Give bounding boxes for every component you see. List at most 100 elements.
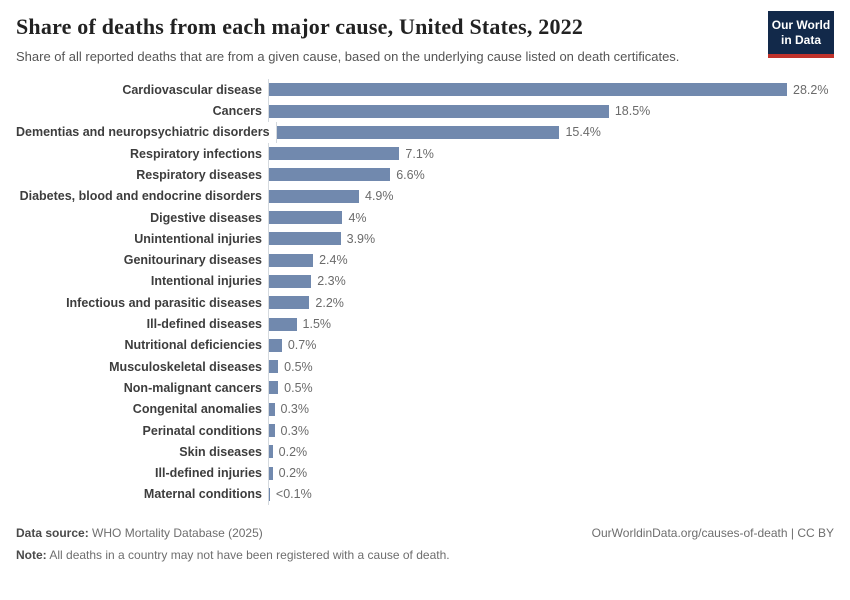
category-label: Musculoskeletal diseases [109, 359, 262, 374]
bar [269, 360, 279, 374]
value-label: <0.1% [275, 487, 312, 502]
bar [269, 381, 279, 395]
category-label: Cardiovascular disease [122, 82, 262, 97]
header: Share of deaths from each major cause, U… [16, 10, 834, 67]
chart-row: Perinatal conditions 0.3% [16, 419, 834, 442]
chart-row: Genitourinary diseases 2.4% [16, 249, 834, 271]
chart-row: Nutritional deficiencies 0.7% [16, 334, 834, 356]
value-label: 7.1% [405, 146, 434, 161]
bar-cell: 0.7% [268, 334, 834, 356]
category-label: Maternal conditions [143, 487, 262, 502]
category-label: Intentional injuries [150, 274, 262, 289]
value-label: 0.3% [280, 402, 310, 417]
bar-cell: 2.3% [268, 270, 834, 293]
owid-logo-line2: in Data [780, 33, 821, 47]
bar [269, 83, 787, 97]
bar-cell: 2.2% [268, 292, 834, 314]
bar [269, 466, 273, 480]
chart-row: Unintentional injuries 3.9% [16, 228, 834, 250]
bar-cell: 0.5% [268, 356, 834, 378]
value-label: 2.3% [317, 274, 346, 289]
value-label: 2.2% [315, 295, 344, 310]
category-label: Cancers [212, 104, 262, 119]
data-source-line: Data source: WHO Mortality Database (202… [16, 522, 450, 544]
bar [269, 168, 391, 182]
chart-row: Non-malignant cancers 0.5% [16, 377, 834, 399]
bar [269, 445, 273, 459]
note-line: Note: All deaths in a country may not ha… [16, 544, 450, 566]
bar-cell: 4% [268, 206, 834, 229]
bar [269, 211, 343, 225]
value-label: 18.5% [614, 104, 651, 119]
bar-cell: 0.2% [268, 462, 834, 484]
footer-left: Data source: WHO Mortality Database (202… [16, 522, 450, 566]
value-label: 4.9% [365, 189, 394, 204]
bar-cell: 1.5% [268, 313, 834, 335]
value-label: 6.6% [396, 167, 425, 182]
value-label: 28.2% [793, 82, 829, 97]
bar-cell: 28.2% [268, 79, 834, 101]
category-label: Nutritional deficiencies [124, 338, 262, 353]
bar [269, 147, 400, 161]
bar-cell: 2.4% [268, 249, 834, 271]
value-label: 2.4% [319, 253, 348, 268]
chart-row: Respiratory infections 7.1% [16, 143, 834, 165]
bar [269, 189, 359, 203]
bar-cell: 3.9% [268, 228, 834, 250]
bar-cell: 7.1% [268, 143, 834, 165]
category-label: Unintentional injuries [134, 231, 262, 246]
chart-subtitle: Share of all reported deaths that are fr… [16, 49, 680, 64]
chart-row: Intentional injuries 2.3% [16, 270, 834, 293]
category-label: Dementias and neuropsychiatric disorders [16, 125, 270, 140]
value-label: 0.5% [284, 359, 313, 374]
bar-cell: 0.3% [268, 398, 834, 420]
footer: Data source: WHO Mortality Database (202… [16, 522, 834, 566]
category-label: Skin diseases [179, 444, 262, 459]
owid-logo: Our World in Data [768, 11, 834, 58]
category-label: Respiratory diseases [136, 167, 262, 182]
bar-cell: 0.3% [268, 419, 834, 442]
chart-title: Share of deaths from each major cause, U… [16, 14, 584, 39]
bar [269, 317, 297, 331]
bar [276, 125, 560, 139]
bar [269, 338, 282, 352]
bar [269, 296, 310, 310]
value-label: 0.5% [284, 380, 313, 395]
chart-row: Respiratory diseases 6.6% [16, 164, 834, 186]
bar-chart: Cardiovascular disease 28.2% Cancers 18.5% D… [16, 79, 834, 506]
bar [269, 487, 270, 501]
credit-link[interactable]: OurWorldinData.org/causes-of-death | CC … [591, 526, 834, 541]
chart-row: Musculoskeletal diseases 0.5% [16, 356, 834, 378]
value-label: 4% [348, 210, 367, 225]
chart-row: Dementias and neuropsychiatric disorders… [16, 121, 834, 144]
bar-cell: 4.9% [268, 185, 834, 207]
bar [269, 424, 275, 438]
bar-cell: <0.1% [268, 483, 834, 506]
value-label: 0.2% [278, 466, 308, 481]
chart-row: Cardiovascular disease 28.2% [16, 79, 834, 101]
chart-row: Cancers 18.5% [16, 100, 834, 122]
category-label: Digestive diseases [150, 210, 262, 225]
data-source-label: Data source: [16, 526, 89, 541]
chart-row: Digestive diseases 4% [16, 206, 834, 229]
category-label: Infectious and parasitic diseases [66, 295, 262, 310]
category-label: Respiratory infections [130, 146, 262, 161]
chart-row: Congenital anomalies 0.3% [16, 398, 834, 420]
category-label: Non-malignant cancers [123, 380, 262, 395]
chart-row: Skin diseases 0.2% [16, 441, 834, 463]
value-label: 3.9% [346, 231, 376, 246]
value-label: 1.5% [302, 317, 332, 332]
category-label: Genitourinary diseases [123, 253, 262, 268]
category-label: Ill-defined injuries [155, 466, 262, 481]
bar-cell: 18.5% [268, 100, 834, 122]
bar [269, 253, 314, 267]
chart-row: Ill-defined injuries 0.2% [16, 462, 834, 484]
category-label: Perinatal conditions [142, 423, 262, 438]
bar-cell: 15.4% [275, 121, 834, 144]
header-text: Share of deaths from each major cause, U… [16, 10, 768, 67]
category-label: Diabetes, blood and endocrine disorders [19, 189, 262, 204]
data-source-text: WHO Mortality Database (2025) [88, 526, 263, 541]
category-label: Congenital anomalies [132, 402, 262, 417]
value-label: 0.7% [287, 338, 317, 353]
